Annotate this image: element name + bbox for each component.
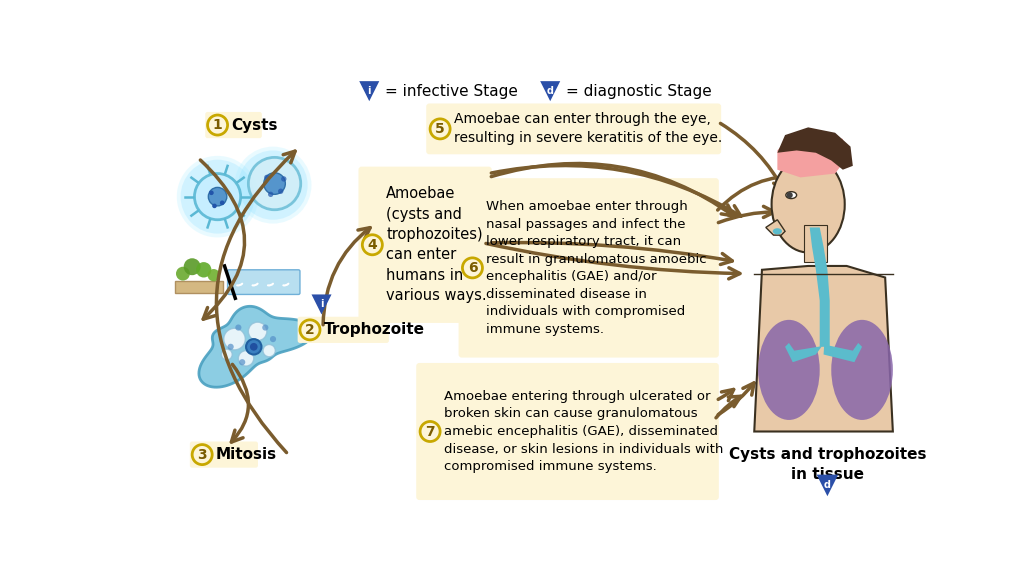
Text: Cysts: Cysts <box>231 118 278 133</box>
Text: i: i <box>368 86 371 96</box>
Polygon shape <box>816 474 839 496</box>
Circle shape <box>180 160 255 234</box>
Circle shape <box>250 343 258 351</box>
Circle shape <box>362 235 382 255</box>
Circle shape <box>176 267 189 281</box>
Circle shape <box>234 147 311 224</box>
Text: Cysts and trophozoites
in tissue: Cysts and trophozoites in tissue <box>729 447 926 482</box>
Circle shape <box>177 156 258 237</box>
Text: Amoebae
(cysts and
trophozoites)
can enter
humans in
various ways.: Amoebae (cysts and trophozoites) can ent… <box>386 186 486 303</box>
Circle shape <box>183 258 201 275</box>
Circle shape <box>227 344 233 350</box>
FancyBboxPatch shape <box>358 166 492 323</box>
Circle shape <box>240 359 246 365</box>
Circle shape <box>212 204 217 208</box>
Circle shape <box>300 320 319 340</box>
Circle shape <box>262 324 268 331</box>
Polygon shape <box>311 295 332 314</box>
Circle shape <box>236 324 242 331</box>
Polygon shape <box>810 227 829 347</box>
Circle shape <box>282 176 287 182</box>
Ellipse shape <box>758 320 819 420</box>
Polygon shape <box>755 266 893 432</box>
Circle shape <box>263 345 275 357</box>
Circle shape <box>208 115 227 135</box>
Circle shape <box>196 262 211 277</box>
Text: 1: 1 <box>213 118 222 132</box>
Circle shape <box>430 119 451 139</box>
Circle shape <box>420 422 440 441</box>
Text: Amoebae entering through ulcerated or
broken skin can cause granulomatous
amebic: Amoebae entering through ulcerated or br… <box>444 390 723 473</box>
Text: i: i <box>319 299 324 310</box>
Polygon shape <box>766 220 785 235</box>
FancyBboxPatch shape <box>189 441 258 467</box>
FancyBboxPatch shape <box>416 363 719 500</box>
Text: When amoebae enter through
nasal passages and infect the
lower respiratory tract: When amoebae enter through nasal passage… <box>486 200 707 336</box>
Circle shape <box>209 190 214 195</box>
Circle shape <box>221 349 232 360</box>
Circle shape <box>249 322 267 340</box>
FancyBboxPatch shape <box>459 178 719 358</box>
FancyBboxPatch shape <box>205 112 262 138</box>
Circle shape <box>239 150 307 220</box>
Circle shape <box>264 173 286 194</box>
Text: Amoebae can enter through the eye,
resulting in severe keratitis of the eye.: Amoebae can enter through the eye, resul… <box>454 113 722 146</box>
Ellipse shape <box>831 320 893 420</box>
Circle shape <box>249 157 301 210</box>
Polygon shape <box>175 281 223 293</box>
Circle shape <box>195 173 241 220</box>
Circle shape <box>264 175 269 180</box>
Ellipse shape <box>773 228 782 234</box>
Ellipse shape <box>772 156 845 252</box>
Circle shape <box>278 188 284 194</box>
FancyBboxPatch shape <box>426 103 721 154</box>
FancyBboxPatch shape <box>227 270 300 295</box>
Circle shape <box>246 339 261 354</box>
Text: Mitosis: Mitosis <box>216 447 278 462</box>
Circle shape <box>270 336 276 342</box>
Circle shape <box>193 445 212 465</box>
Circle shape <box>239 351 254 366</box>
Text: = diagnostic Stage: = diagnostic Stage <box>565 84 712 99</box>
Polygon shape <box>359 81 379 101</box>
Circle shape <box>463 258 482 278</box>
Polygon shape <box>777 128 853 170</box>
Text: = infective Stage: = infective Stage <box>385 84 517 99</box>
Polygon shape <box>823 343 862 362</box>
Circle shape <box>208 187 226 206</box>
Ellipse shape <box>785 191 797 198</box>
Text: 2: 2 <box>305 323 314 337</box>
Text: 4: 4 <box>368 238 377 252</box>
Text: Trophozoite: Trophozoite <box>324 322 425 338</box>
Circle shape <box>268 191 273 197</box>
Polygon shape <box>199 306 313 387</box>
Polygon shape <box>785 343 827 362</box>
Text: d: d <box>547 86 554 96</box>
FancyBboxPatch shape <box>298 317 389 343</box>
Polygon shape <box>541 81 560 101</box>
Text: 6: 6 <box>468 261 477 275</box>
Text: 3: 3 <box>198 448 207 462</box>
Circle shape <box>223 328 246 350</box>
Circle shape <box>786 192 793 198</box>
Text: d: d <box>824 480 830 491</box>
Text: 5: 5 <box>435 122 445 136</box>
Circle shape <box>208 269 220 281</box>
FancyBboxPatch shape <box>804 225 827 262</box>
Polygon shape <box>777 133 847 177</box>
Text: 7: 7 <box>425 425 435 438</box>
Circle shape <box>220 201 224 205</box>
